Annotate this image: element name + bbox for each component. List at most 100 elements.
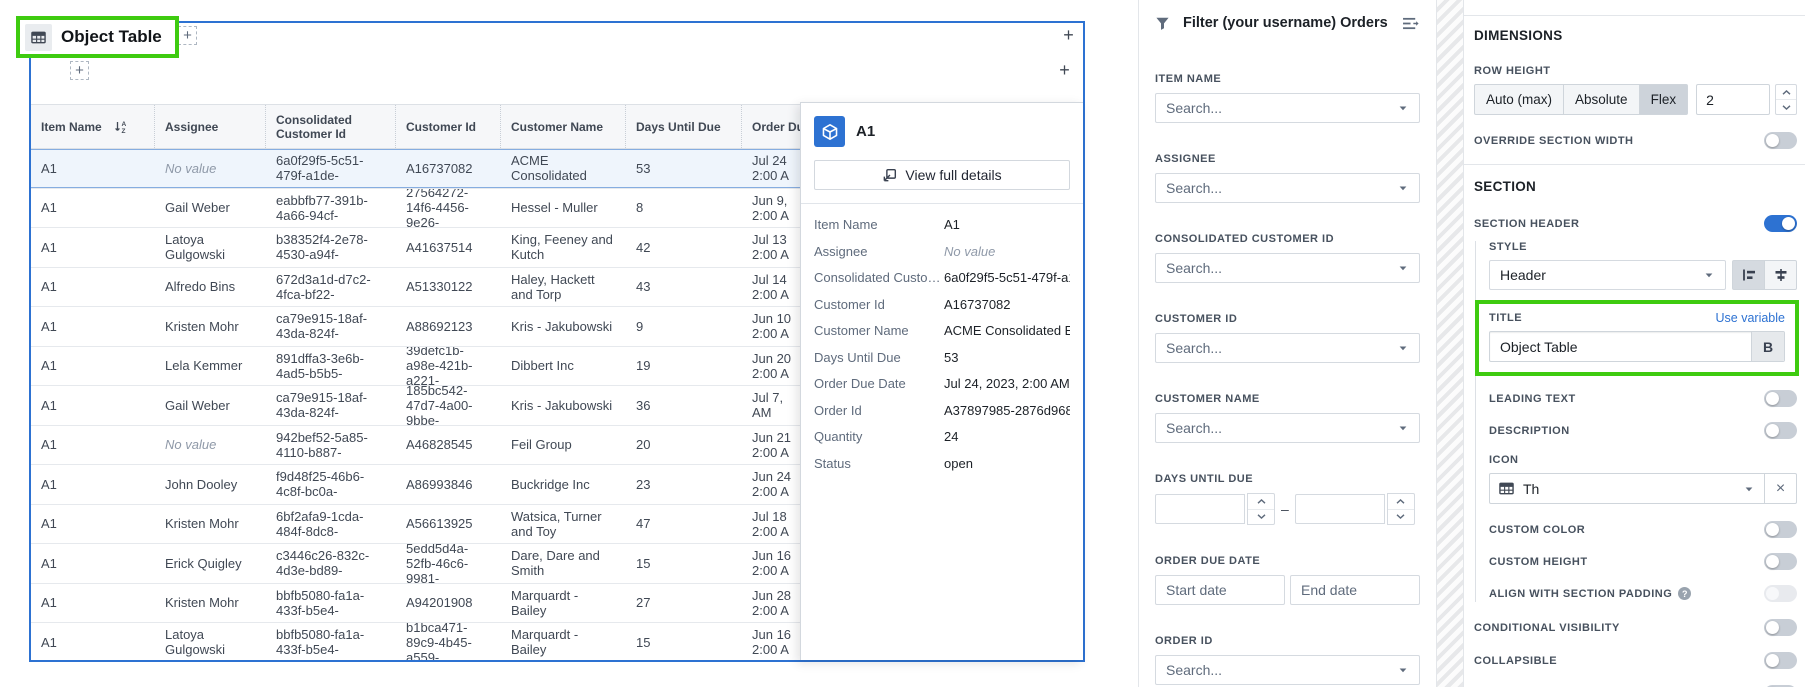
max-stepper[interactable] xyxy=(1386,493,1415,525)
column-header[interactable]: Customer Name xyxy=(501,105,626,148)
filter-label: ITEM NAME xyxy=(1155,73,1222,85)
style-label: STYLE xyxy=(1489,241,1527,253)
filter-select[interactable]: Search... xyxy=(1155,333,1420,363)
row-height-option[interactable]: Flex xyxy=(1638,84,1689,115)
bold-button[interactable]: B xyxy=(1751,332,1784,361)
table-cell: 15 xyxy=(636,634,651,650)
column-header[interactable]: Assignee xyxy=(155,105,266,148)
property-label: Item Name xyxy=(814,217,878,232)
add-widget-button[interactable]: + xyxy=(70,61,89,80)
custom-color-toggle[interactable] xyxy=(1764,521,1797,538)
table-cell: 43 xyxy=(636,279,651,295)
add-widget-button[interactable]: + xyxy=(1063,25,1074,45)
enable-tabs-row: ENABLE TABS xyxy=(1474,685,1797,687)
header-align-buttons xyxy=(1732,260,1797,290)
align-left-button[interactable] xyxy=(1732,260,1765,290)
max-value-input[interactable] xyxy=(1294,494,1385,524)
table-cell: f9d48f25-46b6-4c8f-bc0a- xyxy=(276,469,365,500)
table-cell: 5edd5d4a-52fb-46c6-9981- xyxy=(406,544,469,583)
icon-label: ICON xyxy=(1489,454,1519,466)
table-cell: A1 xyxy=(41,595,57,611)
column-header[interactable]: Days Until Due xyxy=(626,105,742,148)
custom-height-toggle[interactable] xyxy=(1764,553,1797,570)
table-cell: Feil Group xyxy=(511,437,572,453)
table-cell: Jun 16 2:00 A xyxy=(752,627,792,658)
row-height-value-input[interactable]: 2 xyxy=(1696,84,1771,115)
title-input[interactable]: Object Table B xyxy=(1489,331,1785,362)
override-section-width-label: OVERRIDE SECTION WIDTH xyxy=(1474,134,1634,147)
table-cell: A1 xyxy=(41,318,57,334)
help-icon[interactable]: ? xyxy=(1678,587,1692,600)
start-date-input[interactable]: Start date xyxy=(1155,575,1285,605)
row-height-option[interactable]: Auto (max) xyxy=(1474,84,1565,115)
align-center-button[interactable] xyxy=(1764,260,1797,290)
table-cell: Latoya Gulgowski xyxy=(165,627,225,658)
override-section-width-toggle[interactable] xyxy=(1764,132,1797,149)
table-cell: A1 xyxy=(41,634,57,650)
filter-label: CONSOLIDATED CUSTOMER ID xyxy=(1155,233,1335,245)
end-date-input[interactable]: End date xyxy=(1290,575,1420,605)
filter-select[interactable]: Search... xyxy=(1155,173,1420,203)
min-value-input[interactable] xyxy=(1155,494,1245,524)
table-cell: 891dffa3-3e6b-4ad5-b5b5- xyxy=(276,350,364,381)
filter-select[interactable]: Search... xyxy=(1155,93,1420,123)
column-header[interactable]: Consolidated Customer Id xyxy=(266,105,396,148)
icon-select[interactable]: Th × xyxy=(1489,473,1797,504)
stepper-down-icon[interactable] xyxy=(1388,510,1414,525)
column-header[interactable]: Item Name A Z xyxy=(31,105,155,148)
table-cell: A56613925 xyxy=(406,516,473,532)
conditional-visibility-toggle[interactable] xyxy=(1764,619,1797,636)
stepper-down-icon[interactable] xyxy=(1248,510,1274,525)
table-cell: No value xyxy=(165,160,217,176)
use-variable-link[interactable]: Use variable xyxy=(1715,311,1785,325)
filter-select[interactable]: Search... xyxy=(1155,253,1420,283)
custom-height-row: CUSTOM HEIGHT xyxy=(1489,553,1797,570)
filter-select[interactable]: Search... xyxy=(1155,655,1420,685)
stepper-up-icon[interactable] xyxy=(1248,494,1274,510)
object-table-widget[interactable]: Object Table + + + + Item Name A Z Assignee… xyxy=(16,16,1085,662)
property-row: Assignee No value xyxy=(814,244,1070,259)
row-height-controls: Auto (max) Absolute Flex 2 xyxy=(1474,84,1797,115)
column-header[interactable]: Customer Id xyxy=(396,105,501,148)
filter-select[interactable]: Search... xyxy=(1155,413,1420,443)
object-table: Item Name A Z Assignee Consolidated Customer… xyxy=(31,104,1083,660)
detail-title: A1 xyxy=(856,123,876,140)
table-cell: Marquardt - Bailey xyxy=(511,627,579,658)
table-cell: A16737082 xyxy=(406,160,473,176)
property-value: A1 xyxy=(944,217,960,232)
table-cell: A1 xyxy=(41,476,57,492)
align-with-section-padding-row: ALIGN WITH SECTION PADDING ? xyxy=(1489,585,1797,602)
stepper-up-icon[interactable] xyxy=(1776,85,1796,100)
property-label: Order Id xyxy=(814,402,862,418)
property-row: Order Due Date Jul 24, 2023, 2:00 AM xyxy=(814,376,1070,391)
table-cell: Jun 16 2:00 A xyxy=(752,548,792,579)
detail-header: A1 xyxy=(814,116,1070,147)
stepper-up-icon[interactable] xyxy=(1387,494,1414,510)
filter-menu-icon[interactable] xyxy=(1402,16,1420,31)
min-stepper[interactable] xyxy=(1247,493,1275,525)
section-header-toggle[interactable] xyxy=(1764,215,1797,232)
table-cell: 53 xyxy=(636,160,651,176)
table-cell: Jun 28 2:00 A xyxy=(752,587,792,618)
chevron-down-icon xyxy=(1743,483,1755,495)
property-row: Days Until Due 53 xyxy=(814,350,1070,365)
style-select[interactable]: Header xyxy=(1489,260,1726,290)
align-with-section-padding-toggle xyxy=(1764,585,1797,602)
leading-text-toggle[interactable] xyxy=(1764,390,1797,407)
view-full-details-button[interactable]: View full details xyxy=(814,160,1070,190)
clear-icon-button[interactable]: × xyxy=(1764,474,1796,503)
table-cell: Jun 21 2:00 A xyxy=(752,429,792,460)
table-cell: Jul 18 2:00 A xyxy=(752,508,789,539)
add-widget-button[interactable]: + xyxy=(1059,60,1070,80)
row-height-option[interactable]: Absolute xyxy=(1563,84,1640,115)
add-widget-button[interactable]: + xyxy=(178,26,197,45)
table-cell: A1 xyxy=(41,239,57,255)
table-cell: 20 xyxy=(636,437,651,453)
row-height-stepper[interactable] xyxy=(1775,84,1797,115)
table-cell: Dare, Dare and Smith xyxy=(511,548,600,579)
description-toggle[interactable] xyxy=(1764,422,1797,439)
stepper-down-icon[interactable] xyxy=(1776,100,1796,114)
enable-tabs-toggle[interactable] xyxy=(1764,685,1797,687)
collapsible-toggle[interactable] xyxy=(1764,652,1797,669)
